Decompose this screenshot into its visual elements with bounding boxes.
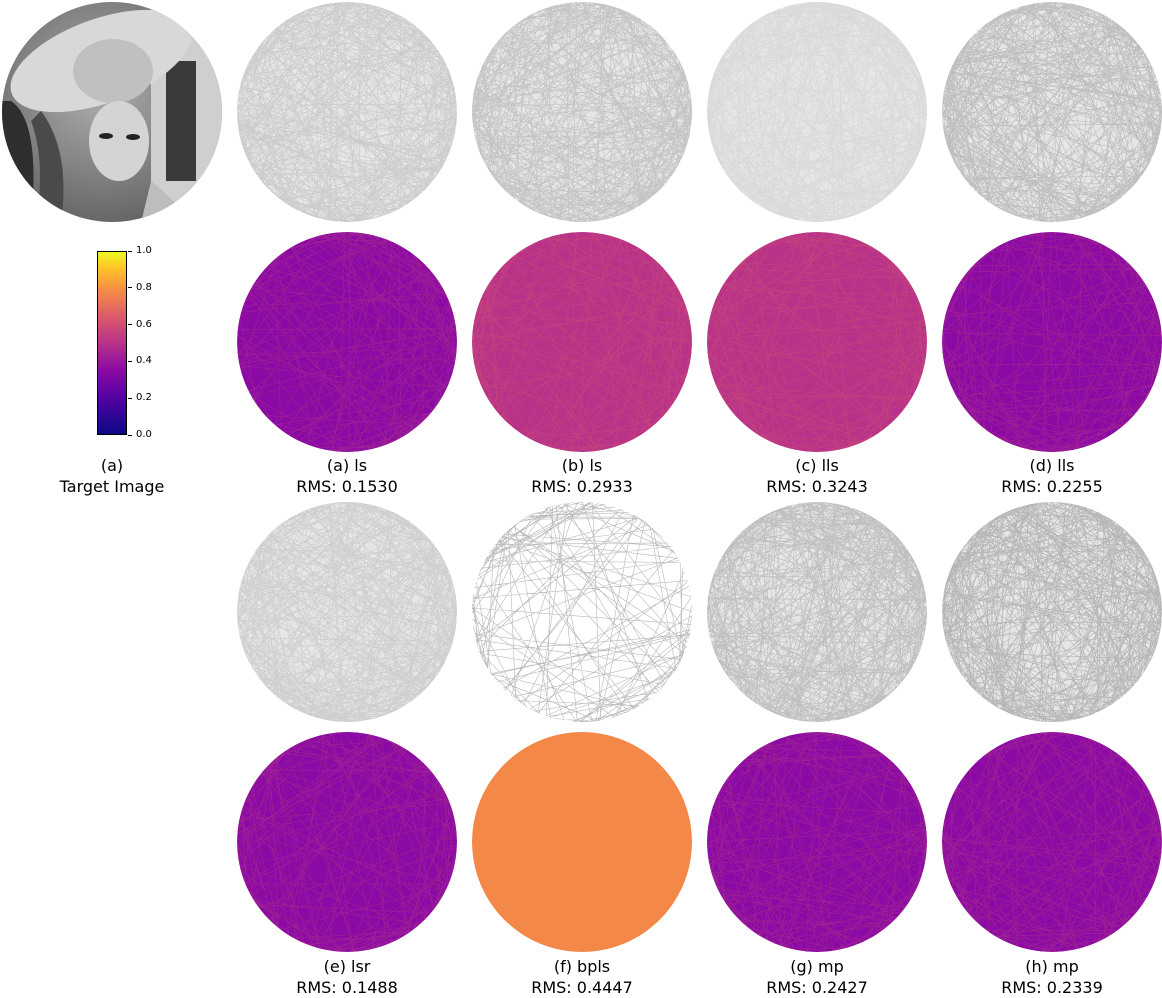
panel-caption: (h) mp RMS: 0.2339	[941, 956, 1162, 998]
panel-rms: RMS: 0.4447	[531, 978, 633, 997]
target-caption-index: (a)	[100, 456, 124, 475]
colorbar-tick	[128, 434, 132, 436]
panel-rms: RMS: 0.1488	[296, 978, 398, 997]
target-caption-title: Target Image	[59, 477, 165, 496]
colorbar-tick-label: 0.0	[136, 429, 152, 440]
panel-label: (c) lls	[795, 456, 839, 475]
panel-rms: RMS: 0.2255	[1001, 477, 1103, 496]
target-image	[2, 2, 222, 222]
panel-caption: (e) lsr RMS: 0.1488	[236, 956, 458, 998]
error-map	[237, 732, 457, 952]
panel-caption: (g) mp RMS: 0.2427	[706, 956, 928, 998]
error-map	[472, 232, 692, 452]
panel-label: (e) lsr	[323, 957, 371, 976]
panel-rms: RMS: 0.1530	[296, 477, 398, 496]
panel-label: (f) bpls	[553, 957, 611, 976]
colorbar-tick	[128, 287, 132, 289]
panel-rms: RMS: 0.2933	[531, 477, 633, 496]
colorbar-tick-label: 0.4	[136, 355, 152, 367]
panel-caption: (c) lls RMS: 0.3243	[706, 455, 928, 497]
panel-caption: (b) ls RMS: 0.2933	[471, 455, 693, 497]
reconstruction-image	[942, 2, 1162, 222]
panel-caption: (d) lls RMS: 0.2255	[941, 455, 1162, 497]
reconstruction-image	[472, 2, 692, 222]
colorbar-tick	[128, 397, 132, 399]
colorbar-tick-label: 1.0	[136, 245, 152, 256]
reconstruction-image	[942, 502, 1162, 722]
colorbar-tick	[128, 324, 132, 326]
panel-label: (d) lls	[1029, 456, 1075, 475]
reconstruction-image	[707, 2, 927, 222]
error-map	[707, 232, 927, 452]
panel-rms: RMS: 0.3243	[766, 477, 868, 496]
reconstruction-image	[237, 2, 457, 222]
target-caption: (a) Target Image	[1, 455, 223, 497]
panel-caption: (f) bpls RMS: 0.4447	[471, 956, 693, 998]
panel-label: (h) mp	[1025, 957, 1079, 976]
error-map	[942, 732, 1162, 952]
panel-rms: RMS: 0.2339	[1001, 978, 1103, 997]
colorbar-tick-label: 0.2	[136, 392, 152, 404]
error-map	[942, 232, 1162, 452]
error-map	[707, 732, 927, 952]
colorbar	[97, 251, 127, 435]
panel-caption: (a) ls RMS: 0.1530	[236, 455, 458, 497]
reconstruction-image	[237, 502, 457, 722]
panel-label: (a) ls	[326, 456, 368, 475]
colorbar-tick	[128, 250, 132, 252]
reconstruction-image	[707, 502, 927, 722]
error-map	[472, 732, 692, 952]
panel-label: (b) ls	[561, 456, 603, 475]
colorbar-tick-label: 0.8	[136, 281, 152, 293]
panel-label: (g) mp	[790, 957, 844, 976]
colorbar-tick	[128, 360, 132, 362]
error-map	[237, 232, 457, 452]
colorbar-tick-label: 0.6	[136, 318, 152, 330]
panel-rms: RMS: 0.2427	[766, 978, 868, 997]
reconstruction-image	[472, 502, 692, 722]
